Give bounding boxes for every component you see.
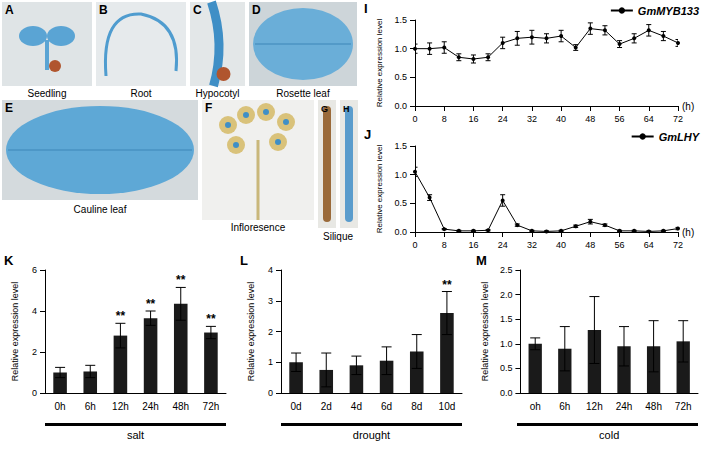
svg-text:32: 32 bbox=[527, 240, 537, 250]
svg-text:**: ** bbox=[206, 312, 216, 326]
svg-text:0: 0 bbox=[268, 388, 273, 398]
svg-text:10d: 10d bbox=[439, 401, 456, 412]
svg-text:8: 8 bbox=[442, 240, 447, 250]
svg-text:M: M bbox=[476, 253, 487, 268]
svg-text:56: 56 bbox=[615, 240, 625, 250]
svg-text:K: K bbox=[4, 253, 14, 268]
svg-text:Seedling: Seedling bbox=[28, 88, 67, 99]
svg-text:0.0: 0.0 bbox=[394, 227, 407, 237]
svg-text:2: 2 bbox=[268, 327, 273, 337]
svg-text:72: 72 bbox=[673, 114, 683, 124]
svg-text:0.0: 0.0 bbox=[500, 388, 513, 398]
svg-text:I: I bbox=[364, 1, 368, 16]
svg-text:Relative expression level: Relative expression level bbox=[375, 19, 384, 108]
svg-text:Rosette leaf: Rosette leaf bbox=[276, 88, 330, 99]
svg-text:2: 2 bbox=[32, 347, 37, 357]
svg-text:2d: 2d bbox=[321, 401, 332, 412]
svg-text:**: ** bbox=[442, 278, 452, 292]
svg-text:1.0: 1.0 bbox=[394, 170, 407, 180]
svg-text:2.0: 2.0 bbox=[500, 290, 513, 300]
svg-text:6h: 6h bbox=[559, 401, 570, 412]
svg-text:G: G bbox=[321, 104, 328, 114]
svg-text:0d: 0d bbox=[291, 401, 302, 412]
svg-text:1.5: 1.5 bbox=[394, 141, 407, 151]
svg-text:1.0: 1.0 bbox=[394, 44, 407, 54]
svg-text:2.5: 2.5 bbox=[500, 265, 513, 275]
svg-text:L: L bbox=[240, 253, 248, 268]
svg-text:12h: 12h bbox=[112, 401, 129, 412]
svg-text:4: 4 bbox=[32, 306, 37, 316]
svg-text:6h: 6h bbox=[85, 401, 96, 412]
svg-text:48h: 48h bbox=[172, 401, 189, 412]
svg-text:Root: Root bbox=[130, 88, 151, 99]
svg-text:8d: 8d bbox=[411, 401, 422, 412]
svg-text:1.5: 1.5 bbox=[500, 314, 513, 324]
svg-text:1.0: 1.0 bbox=[500, 339, 513, 349]
svg-text:Cauline leaf: Cauline leaf bbox=[74, 204, 127, 215]
svg-text:0.0: 0.0 bbox=[394, 101, 407, 111]
svg-text:(h): (h) bbox=[682, 227, 694, 238]
svg-text:Infloresence: Infloresence bbox=[231, 222, 286, 233]
svg-text:J: J bbox=[364, 127, 371, 142]
svg-text:Relative expression level: Relative expression level bbox=[375, 145, 384, 234]
svg-text:16: 16 bbox=[468, 240, 478, 250]
svg-text:0.5: 0.5 bbox=[500, 363, 513, 373]
svg-text:oh: oh bbox=[530, 401, 541, 412]
svg-text:Silique: Silique bbox=[323, 231, 353, 242]
svg-text:0: 0 bbox=[32, 388, 37, 398]
svg-text:48: 48 bbox=[585, 240, 595, 250]
svg-text:24h: 24h bbox=[616, 401, 633, 412]
svg-text:4: 4 bbox=[268, 265, 273, 275]
svg-text:0.5: 0.5 bbox=[394, 198, 407, 208]
svg-text:0.5: 0.5 bbox=[394, 72, 407, 82]
svg-text:24: 24 bbox=[498, 240, 508, 250]
svg-text:Hypocotyl: Hypocotyl bbox=[196, 88, 240, 99]
svg-text:GmMYB133: GmMYB133 bbox=[638, 5, 699, 17]
svg-text:C: C bbox=[193, 3, 202, 17]
svg-text:24: 24 bbox=[498, 114, 508, 124]
svg-text:D: D bbox=[252, 3, 261, 17]
svg-text:40: 40 bbox=[556, 240, 566, 250]
svg-text:1: 1 bbox=[268, 357, 273, 367]
svg-text:**: ** bbox=[116, 309, 126, 323]
svg-text:40: 40 bbox=[556, 114, 566, 124]
svg-text:56: 56 bbox=[615, 114, 625, 124]
svg-text:6: 6 bbox=[32, 265, 37, 275]
svg-text:72h: 72h bbox=[675, 401, 692, 412]
svg-text:Relative expression level: Relative expression level bbox=[246, 282, 256, 382]
svg-text:1.5: 1.5 bbox=[394, 15, 407, 25]
svg-text:16: 16 bbox=[468, 114, 478, 124]
svg-text:72: 72 bbox=[673, 240, 683, 250]
svg-text:Relative expression level: Relative expression level bbox=[480, 282, 490, 382]
svg-text:F: F bbox=[205, 101, 212, 115]
svg-text:0h: 0h bbox=[55, 401, 66, 412]
svg-text:drought: drought bbox=[353, 429, 390, 441]
svg-text:cold: cold bbox=[599, 429, 619, 441]
svg-text:48: 48 bbox=[585, 114, 595, 124]
svg-text:32: 32 bbox=[527, 114, 537, 124]
svg-text:0: 0 bbox=[412, 240, 417, 250]
svg-text:A: A bbox=[5, 3, 14, 17]
svg-text:72h: 72h bbox=[203, 401, 220, 412]
svg-text:48h: 48h bbox=[645, 401, 662, 412]
svg-text:GmLHY: GmLHY bbox=[659, 131, 701, 143]
svg-text:4d: 4d bbox=[351, 401, 362, 412]
svg-text:B: B bbox=[99, 3, 108, 17]
svg-text:6d: 6d bbox=[381, 401, 392, 412]
svg-text:**: ** bbox=[146, 297, 156, 311]
svg-text:64: 64 bbox=[644, 240, 654, 250]
svg-text:(h): (h) bbox=[682, 101, 694, 112]
svg-text:Relative expression level: Relative expression level bbox=[10, 282, 20, 382]
svg-text:**: ** bbox=[176, 273, 186, 287]
svg-text:0: 0 bbox=[412, 114, 417, 124]
svg-text:12h: 12h bbox=[586, 401, 603, 412]
svg-text:64: 64 bbox=[644, 114, 654, 124]
svg-text:salt: salt bbox=[127, 429, 144, 441]
svg-text:24h: 24h bbox=[142, 401, 159, 412]
svg-text:E: E bbox=[5, 101, 13, 115]
svg-text:H: H bbox=[343, 104, 350, 114]
svg-text:3: 3 bbox=[268, 296, 273, 306]
svg-text:8: 8 bbox=[442, 114, 447, 124]
